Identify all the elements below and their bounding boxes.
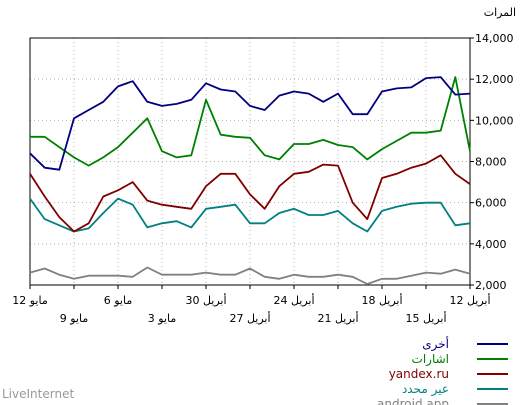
- y-tick-label: 10,000: [475, 114, 514, 127]
- series-line: [29, 76, 471, 171]
- y-tick-label: 4,000: [475, 238, 507, 251]
- x-tick-label: 6 مايو: [104, 294, 133, 307]
- legend-label: اشارات: [412, 352, 449, 367]
- x-axis: 12 أبريل 18 أبريل 24 أبريل 30 أبريل 6 مايو 12…: [12, 285, 491, 325]
- y-axis: 2,000 4,000 6,000 8,000 10,000 12,000 14,000: [470, 32, 514, 292]
- x-tick-label: 3 مايو: [148, 312, 177, 325]
- x-tick-label: 15 أبريل: [405, 311, 446, 325]
- legend-label: أخرى: [422, 336, 449, 352]
- series-line: [30, 76, 471, 167]
- x-tick-label: 18 أبريل: [361, 293, 402, 307]
- y-tick-label: 8,000: [475, 156, 507, 169]
- x-tick-label: 30 أبريل: [185, 293, 226, 307]
- x-tick-label: 24 أبريل: [273, 293, 314, 307]
- y-axis-title: المرات: [484, 6, 516, 19]
- series-line: [29, 197, 471, 233]
- legend-label: yandex.ru: [389, 367, 449, 381]
- y-tick-label: 6,000: [475, 197, 507, 210]
- y-tick-label: 2,000: [475, 279, 507, 292]
- y-tick-label: 12,000: [475, 73, 514, 86]
- x-tick-label: 12 أبريل: [449, 293, 490, 307]
- series-line: [29, 266, 471, 285]
- legend-label: عير محدد: [402, 382, 449, 397]
- y-tick-label: 14,000: [475, 32, 514, 45]
- x-tick-label: 27 أبريل: [229, 311, 270, 325]
- legend-label: android.app: [377, 397, 449, 405]
- series-lines: [29, 76, 471, 285]
- x-tick-label: 9 مايو: [60, 312, 89, 325]
- series-line: [29, 154, 471, 233]
- x-tick-label: 12 مايو: [12, 294, 48, 307]
- brand-text: LiveInternet: [2, 387, 75, 401]
- x-tick-label: 21 أبريل: [317, 311, 358, 325]
